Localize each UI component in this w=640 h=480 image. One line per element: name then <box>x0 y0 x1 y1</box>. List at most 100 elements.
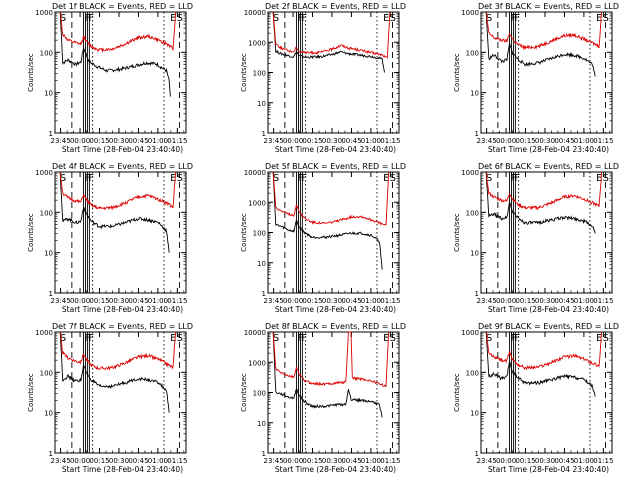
x-tick-label: 00:00 <box>283 297 303 305</box>
y-tick-label: 1000 <box>248 39 266 47</box>
x-tick-label: 00:45 <box>341 137 361 145</box>
y-tick-label: 1 <box>475 450 479 458</box>
marker-label: S <box>486 13 492 24</box>
x-tick-label: 00:15 <box>89 297 109 305</box>
x-tick-label: 00:30 <box>535 457 555 465</box>
marker-label: E <box>383 333 389 344</box>
x-tick-label: 00:15 <box>515 137 535 145</box>
marker-label: E <box>383 13 389 24</box>
x-tick-label: 23:45 <box>51 457 71 465</box>
chart-panel-5: Det 5f BLACK = Events, RED = LLD 1 10 100 10… <box>240 162 406 314</box>
x-tick-label: 00:45 <box>128 297 148 305</box>
marker-label: S <box>60 333 66 344</box>
plot-frame <box>54 331 187 454</box>
marker-label: E <box>383 173 389 184</box>
x-axis-label: Start Time (28-Feb-04 23:40:40) <box>488 145 609 154</box>
chart-panel-7: Det 7f BLACK = Events, RED = LLD 1 10 100 10… <box>27 322 193 474</box>
marker-label: S <box>603 13 609 24</box>
marker-label: E <box>596 173 602 184</box>
x-tick-label: 00:30 <box>535 137 555 145</box>
x-tick-label: 00:30 <box>322 297 342 305</box>
y-tick-label: 10 <box>44 250 53 258</box>
x-tick-label: 00:15 <box>302 137 322 145</box>
marker-label: S <box>60 13 66 24</box>
series-lld-line <box>485 331 603 371</box>
y-axis-label: Counts/sec <box>453 53 461 92</box>
chart-title: Det 5f BLACK = Events, RED = LLD <box>265 162 406 171</box>
marker-label: F <box>301 13 307 24</box>
x-tick-label: 00:45 <box>554 137 574 145</box>
chart-title: Det 6f BLACK = Events, RED = LLD <box>478 162 619 171</box>
marker-label: S <box>603 173 609 184</box>
marker-label: S <box>273 333 279 344</box>
marker-label: S <box>177 13 183 24</box>
y-axis-label: Counts/sec <box>240 53 248 92</box>
y-axis-label: Counts/sec <box>27 213 35 252</box>
y-tick-label: 10 <box>257 100 266 108</box>
y-tick-label: 1000 <box>35 169 53 177</box>
y-tick-label: 1000 <box>35 329 53 337</box>
chart-panel-6: Det 6f BLACK = Events, RED = LLD 1 10 100 10… <box>453 162 619 314</box>
y-axis-label: Counts/sec <box>27 373 35 412</box>
y-tick-label: 100 <box>466 49 479 57</box>
marker-label: S <box>273 173 279 184</box>
x-tick-label: 00:15 <box>302 297 322 305</box>
x-tick-label: 00:30 <box>109 457 129 465</box>
y-tick-label: 1000 <box>461 9 479 17</box>
marker-label: E <box>596 13 602 24</box>
x-axis-label: Start Time (28-Feb-04 23:40:40) <box>62 305 183 314</box>
x-tick-label: 00:00 <box>70 457 90 465</box>
y-tick-label: 100 <box>253 70 266 78</box>
chart-title: Det 8f BLACK = Events, RED = LLD <box>265 322 406 331</box>
y-tick-label: 1 <box>262 450 266 458</box>
series-events-line <box>272 171 383 270</box>
plot-frame <box>480 331 613 454</box>
y-tick-label: 1 <box>262 130 266 138</box>
chart-panel-9: Det 9f BLACK = Events, RED = LLD 1 10 100 10… <box>453 322 619 474</box>
x-tick-label: 23:45 <box>51 297 71 305</box>
marker-label: E <box>596 333 602 344</box>
y-tick-label: 1000 <box>248 359 266 367</box>
y-tick-label: 1 <box>49 290 53 298</box>
marker-label: F <box>88 333 94 344</box>
x-tick-label: 23:45 <box>477 297 497 305</box>
series-lld-line <box>59 171 177 211</box>
x-tick-label: 00:45 <box>341 297 361 305</box>
y-tick-label: 1 <box>49 130 53 138</box>
x-tick-label: 00:45 <box>128 457 148 465</box>
x-tick-label: 01:15 <box>380 297 400 305</box>
x-tick-label: 01:15 <box>380 137 400 145</box>
series-lld-line <box>59 331 177 371</box>
x-tick-label: 00:15 <box>89 137 109 145</box>
y-tick-label: 10 <box>470 410 479 418</box>
x-tick-label: 01:00 <box>574 457 594 465</box>
y-tick-label: 10 <box>257 260 266 268</box>
x-tick-label: 01:00 <box>361 297 381 305</box>
chart-title: Det 3f BLACK = Events, RED = LLD <box>478 2 619 11</box>
x-tick-label: 01:15 <box>167 297 187 305</box>
y-tick-label: 10 <box>257 420 266 428</box>
series-lld-line <box>485 171 603 211</box>
x-tick-label: 00:00 <box>283 137 303 145</box>
chart-title: Det 1f BLACK = Events, RED = LLD <box>52 2 193 11</box>
marker-label: S <box>486 173 492 184</box>
x-axis-label: Start Time (28-Feb-04 23:40:40) <box>488 465 609 474</box>
x-tick-label: 23:45 <box>477 137 497 145</box>
plot-frame <box>480 171 613 294</box>
y-tick-label: 1000 <box>248 199 266 207</box>
chart-title: Det 4f BLACK = Events, RED = LLD <box>52 162 193 171</box>
marker-label: E <box>170 13 176 24</box>
x-axis-label: Start Time (28-Feb-04 23:40:40) <box>62 465 183 474</box>
marker-label: S <box>603 333 609 344</box>
marker-label: F <box>514 333 520 344</box>
x-tick-label: 01:00 <box>148 297 168 305</box>
marker-label: F <box>511 13 517 24</box>
y-tick-label: 10 <box>44 90 53 98</box>
y-tick-label: 100 <box>253 230 266 238</box>
plot-frame <box>267 11 400 134</box>
y-tick-label: 10000 <box>244 329 266 337</box>
plot-frame <box>54 171 187 294</box>
y-tick-label: 1 <box>262 290 266 298</box>
series-events-line <box>485 331 596 397</box>
